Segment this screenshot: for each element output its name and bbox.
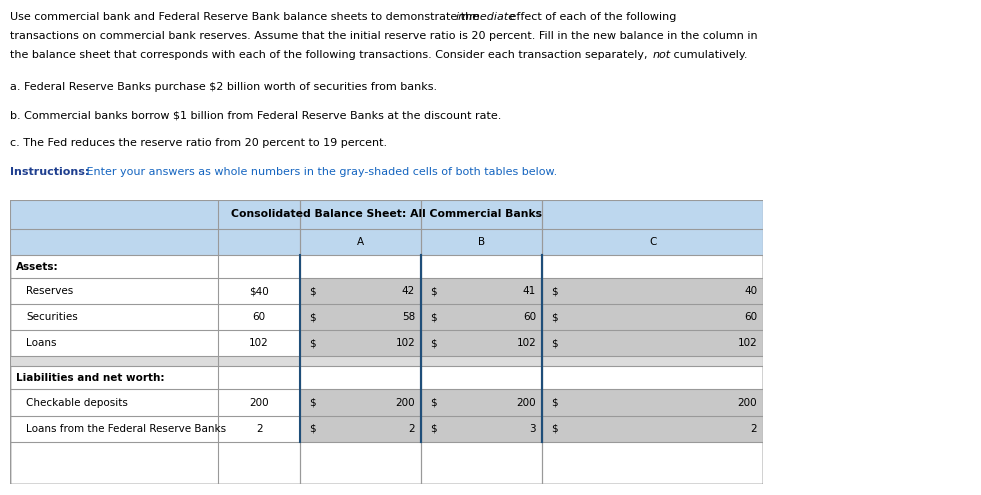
Text: effect of each of the following: effect of each of the following [506,12,677,22]
Text: $: $ [551,312,558,322]
Text: 102: 102 [249,339,269,348]
Text: A: A [357,237,364,247]
Text: 2: 2 [750,424,757,434]
Text: 60: 60 [523,312,537,322]
Bar [421,330,542,356]
Bar [421,390,542,415]
Text: $: $ [431,286,437,297]
Bar [10,229,763,255]
Text: 2: 2 [408,424,415,434]
Bar [300,304,421,330]
Text: Liabilities and net worth:: Liabilities and net worth: [16,373,165,383]
Text: B: B [478,237,486,247]
Bar [10,356,763,366]
Bar [542,390,763,415]
Bar [10,200,763,229]
Bar [421,278,542,304]
Text: 102: 102 [738,339,757,348]
Text: 200: 200 [738,397,757,407]
Text: 200: 200 [517,397,537,407]
Text: $: $ [431,424,437,434]
Bar [300,415,421,442]
Text: $: $ [431,339,437,348]
Text: 41: 41 [523,286,537,297]
Text: $: $ [309,286,316,297]
Text: $: $ [551,424,558,434]
Bar [300,278,421,304]
Bar [421,415,542,442]
Bar [542,278,763,304]
Text: Loans: Loans [26,339,57,348]
Text: 60: 60 [744,312,757,322]
Text: cumulatively.: cumulatively. [670,50,748,60]
Text: 58: 58 [402,312,415,322]
Bar [421,304,542,330]
Text: 102: 102 [395,339,415,348]
Text: 60: 60 [252,312,266,322]
Text: immediate: immediate [455,12,516,22]
Text: $: $ [309,397,316,407]
Text: $: $ [309,424,316,434]
Text: a. Federal Reserve Banks purchase $2 billion worth of securities from banks.: a. Federal Reserve Banks purchase $2 bil… [10,82,437,92]
Text: C: C [649,237,656,247]
Text: $: $ [551,339,558,348]
Text: Checkable deposits: Checkable deposits [26,397,129,407]
Text: 2: 2 [256,424,263,434]
Text: $: $ [551,286,558,297]
Text: c. The Fed reduces the reserve ratio from 20 percent to 19 percent.: c. The Fed reduces the reserve ratio fro… [10,139,387,148]
Text: not: not [653,50,671,60]
Bar [542,304,763,330]
Text: 200: 200 [395,397,415,407]
Text: $: $ [309,312,316,322]
Text: $40: $40 [249,286,269,297]
Text: the balance sheet that corresponds with each of the following transactions. Cons: the balance sheet that corresponds with … [10,50,650,60]
Text: 3: 3 [530,424,537,434]
Text: Assets:: Assets: [16,261,59,271]
Text: $: $ [431,312,437,322]
Text: Loans from the Federal Reserve Banks: Loans from the Federal Reserve Banks [26,424,227,434]
Text: 42: 42 [402,286,415,297]
Text: 102: 102 [516,339,537,348]
Text: $: $ [551,397,558,407]
Bar [300,330,421,356]
Text: Instructions:: Instructions: [10,167,89,177]
Text: b. Commercial banks borrow $1 billion from Federal Reserve Banks at the discount: b. Commercial banks borrow $1 billion fr… [10,110,501,120]
Text: $: $ [309,339,316,348]
Text: Consolidated Balance Sheet: All Commercial Banks: Consolidated Balance Sheet: All Commerci… [231,209,542,219]
Text: 200: 200 [249,397,269,407]
Bar [300,390,421,415]
Text: transactions on commercial bank reserves. Assume that the initial reserve ratio : transactions on commercial bank reserves… [10,31,757,41]
Bar [542,415,763,442]
Text: Enter your answers as whole numbers in the gray-shaded cells of both tables belo: Enter your answers as whole numbers in t… [83,167,557,177]
Bar [542,330,763,356]
Text: $: $ [431,397,437,407]
Text: 40: 40 [744,286,757,297]
Text: Reserves: Reserves [26,286,74,297]
Text: Use commercial bank and Federal Reserve Bank balance sheets to demonstrate the: Use commercial bank and Federal Reserve … [10,12,483,22]
Text: Securities: Securities [26,312,78,322]
